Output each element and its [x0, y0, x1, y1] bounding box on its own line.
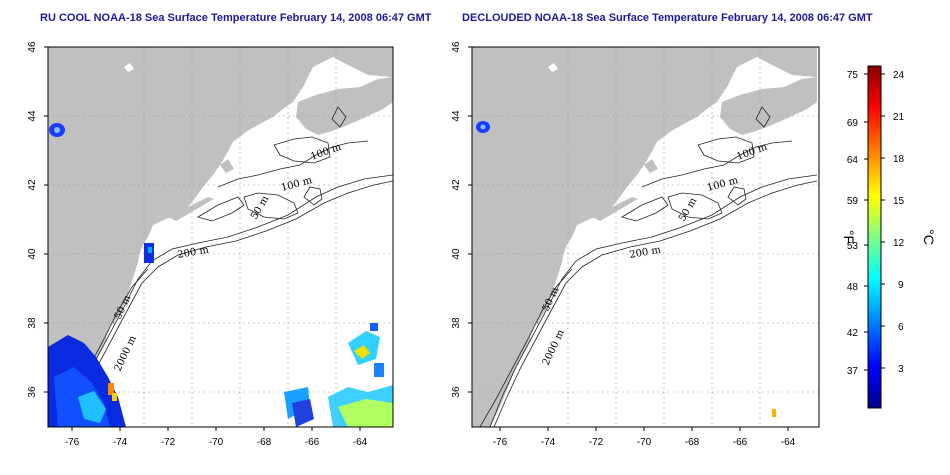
celsius-tick-labels: 24 21 18 15 12 9 6 3: [893, 70, 905, 375]
fahrenheit-tick: 59: [847, 196, 859, 207]
celsius-tick: 21: [893, 112, 905, 123]
fahrenheit-tick: 69: [847, 118, 859, 129]
left-y-tick-labels: 46 44 42 40 38 36: [27, 41, 38, 398]
celsius-tick: 24: [893, 70, 905, 81]
right-y-tick-labels: 46 44 42 40 38 36: [451, 41, 462, 398]
celsius-unit-label: °C: [921, 229, 937, 245]
temperature-colorbar: 75 69 64 59 53 48 42 37 24 21 18 15 12 9…: [841, 65, 937, 409]
left-tick-marks: [44, 46, 361, 431]
right-map-title: DECLOUDED NOAA-18 Sea Surface Temperatur…: [462, 12, 873, 24]
y-tick-label: 42: [451, 179, 462, 191]
y-tick-label: 44: [451, 110, 462, 122]
fahrenheit-tick-labels: 75 69 64 59 53 48 42 37: [847, 70, 859, 377]
y-tick-label: 36: [451, 386, 462, 398]
y-tick-label: 40: [27, 248, 38, 260]
right-sst-pixels: [476, 121, 776, 417]
left-sst-pixels: [48, 123, 393, 427]
left-map-frame: [47, 46, 394, 428]
celsius-tick: 9: [898, 280, 904, 291]
fahrenheit-tick: 42: [847, 328, 859, 339]
fahrenheit-tick: 37: [847, 366, 859, 377]
x-tick-label: -66: [305, 437, 320, 448]
x-tick-label: -70: [209, 437, 224, 448]
y-tick-label: 38: [27, 317, 38, 329]
right-x-tick-labels: -76 -74 -72 -70 -68 -66 -64: [493, 437, 796, 448]
y-tick-label: 44: [27, 110, 38, 122]
x-tick-label: -74: [541, 437, 556, 448]
right-gridlines: [472, 47, 819, 427]
celsius-tick: 6: [898, 322, 904, 333]
fahrenheit-tick: 53: [847, 241, 859, 252]
y-tick-label: 38: [451, 317, 462, 329]
colorbar-tick-marks: [864, 73, 885, 371]
y-tick-label: 36: [27, 386, 38, 398]
fahrenheit-tick: 48: [847, 282, 859, 293]
celsius-tick: 15: [893, 196, 905, 207]
right-map-panel: 100 m 100 m 50 m 200 m 50 m 2000 m 46 44: [451, 41, 820, 448]
x-tick-label: -68: [257, 437, 272, 448]
left-gridlines: [48, 47, 393, 427]
fahrenheit-unit-label: °F: [841, 230, 857, 244]
x-tick-label: -64: [781, 437, 796, 448]
y-tick-label: 42: [27, 179, 38, 191]
left-map-title: RU COOL NOAA-18 Sea Surface Temperature …: [40, 12, 432, 24]
left-x-tick-labels: -76 -74 -72 -70 -68 -66 -64: [65, 437, 368, 448]
x-tick-label: -74: [113, 437, 128, 448]
x-tick-label: -76: [493, 437, 508, 448]
y-tick-label: 40: [451, 248, 462, 260]
colorbar-gradient: [867, 65, 882, 409]
right-tick-marks: [468, 46, 789, 431]
celsius-tick: 12: [893, 238, 905, 249]
fahrenheit-tick: 64: [847, 155, 859, 166]
x-tick-label: -64: [353, 437, 368, 448]
x-tick-label: -76: [65, 437, 80, 448]
x-tick-label: -72: [161, 437, 176, 448]
fahrenheit-tick: 75: [847, 70, 859, 81]
x-tick-label: -66: [733, 437, 748, 448]
x-tick-label: -68: [685, 437, 700, 448]
celsius-tick: 3: [898, 364, 904, 375]
celsius-tick: 18: [893, 154, 905, 165]
y-tick-label: 46: [451, 41, 462, 53]
x-tick-label: -70: [637, 437, 652, 448]
y-tick-label: 46: [27, 41, 38, 53]
right-map-frame: [471, 46, 820, 428]
left-map-panel: 100 m 100 m 50 m 200 m 50 m 2000 m 46 44: [27, 41, 394, 448]
x-tick-label: -72: [589, 437, 604, 448]
